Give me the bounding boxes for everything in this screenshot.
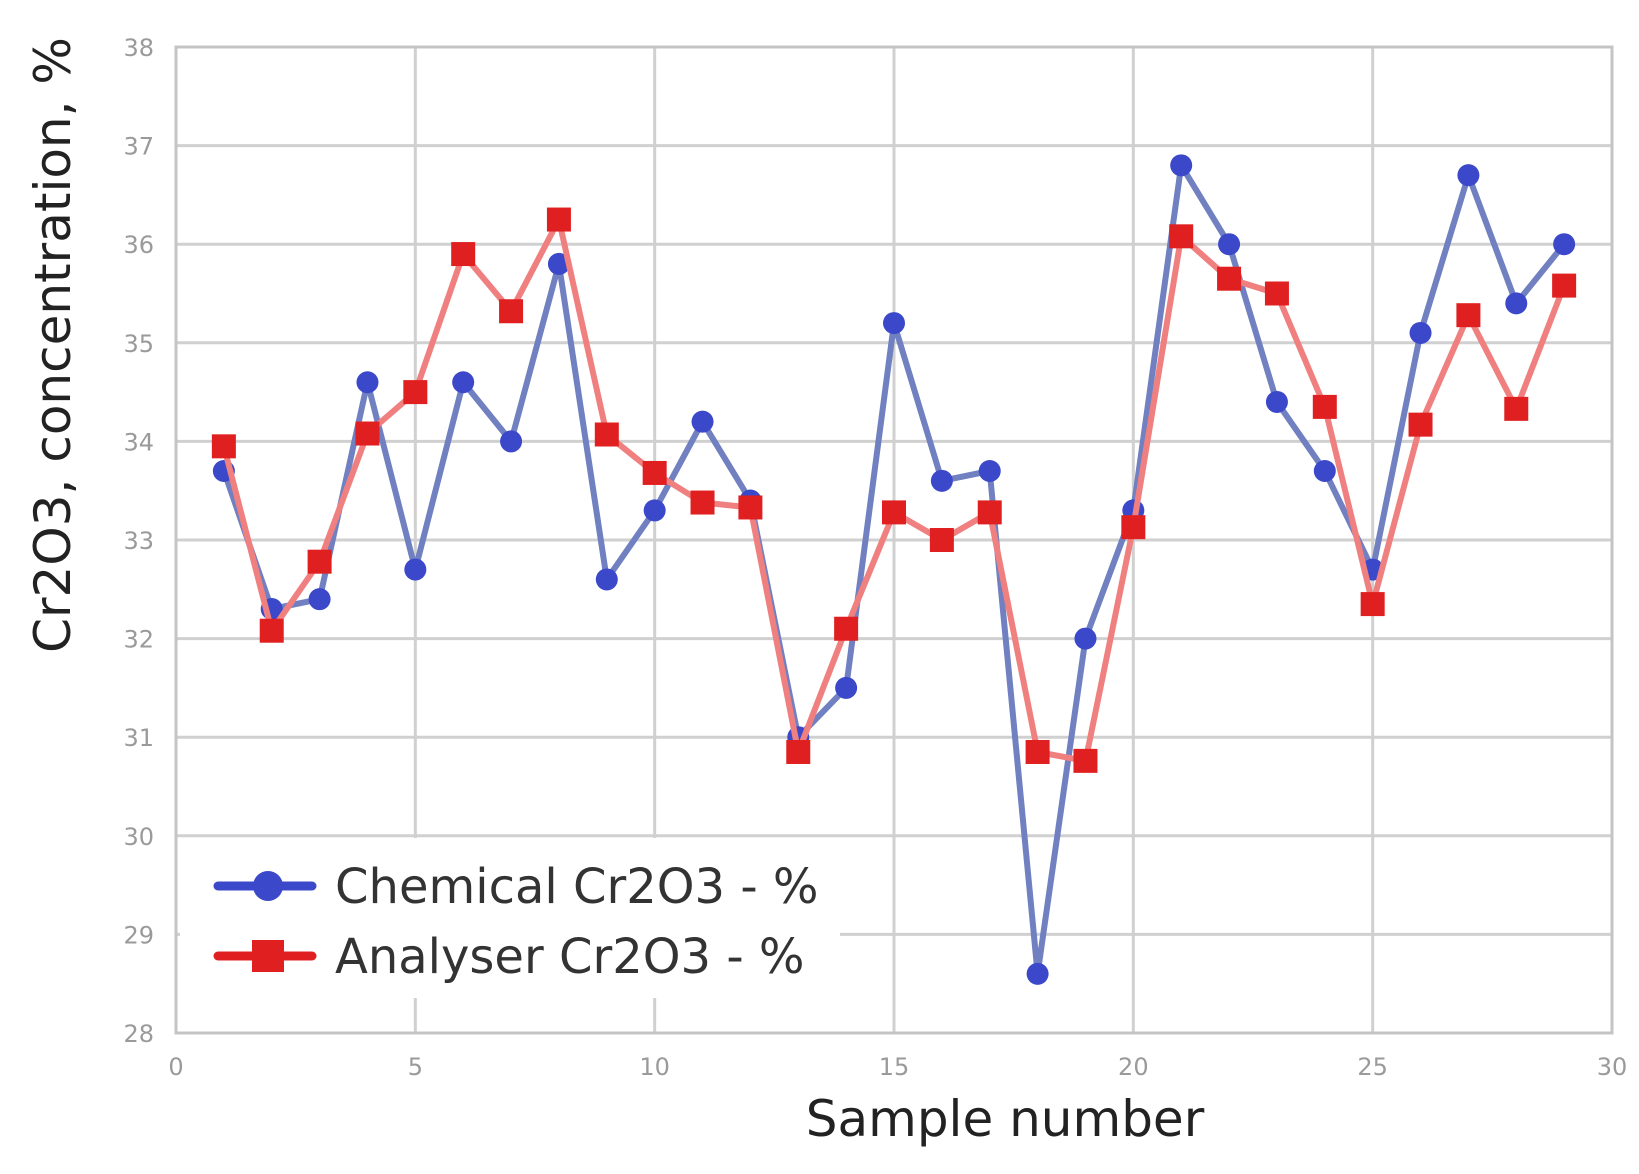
- legend: Chemical Cr2O3 - % Analyser Cr2O3 - %: [180, 838, 840, 998]
- y-axis-title: Cr2O3, concentration, %: [24, 37, 82, 653]
- data-point-chemical: [1505, 292, 1528, 315]
- data-point-chemical: [835, 676, 858, 699]
- legend-label-chemical: Chemical Cr2O3 - %: [335, 859, 819, 915]
- x-tick-label: 30: [1597, 1053, 1628, 1081]
- y-tick-label: 33: [123, 527, 154, 555]
- data-point-analyser: [546, 207, 571, 232]
- data-point-analyser: [1073, 748, 1098, 773]
- legend-marker-analyser: [252, 940, 284, 972]
- data-point-chemical: [1074, 627, 1097, 650]
- data-point-analyser: [1408, 412, 1433, 437]
- data-point-chemical: [1265, 390, 1288, 413]
- y-tick-label: 30: [123, 823, 154, 851]
- data-point-chemical: [1170, 154, 1193, 177]
- data-point-analyser: [1456, 303, 1481, 328]
- data-point-analyser: [307, 549, 332, 574]
- y-tick-label: 32: [123, 626, 154, 654]
- plot-frame: [174, 45, 1614, 1035]
- data-point-chemical: [1553, 233, 1576, 256]
- data-point-analyser: [1264, 281, 1289, 306]
- series: [211, 154, 1577, 985]
- x-tick-label: 0: [168, 1053, 183, 1081]
- y-tick-label: 38: [123, 34, 154, 62]
- data-point-analyser: [451, 242, 476, 267]
- data-point-analyser: [259, 618, 284, 643]
- data-point-chemical: [404, 558, 427, 581]
- data-point-analyser: [834, 616, 859, 641]
- data-point-analyser: [594, 422, 619, 447]
- x-tick-label: 15: [879, 1053, 910, 1081]
- data-point-chemical: [308, 588, 331, 611]
- data-point-analyser: [1504, 396, 1529, 421]
- y-tick-label: 31: [123, 724, 154, 752]
- data-point-analyser: [642, 460, 667, 485]
- data-point-analyser: [690, 490, 715, 515]
- legend-background: [180, 838, 840, 998]
- data-point-chemical: [452, 371, 475, 394]
- data-point-analyser: [929, 528, 954, 552]
- data-point-chemical: [1409, 321, 1432, 344]
- legend-label-analyser: Analyser Cr2O3 - %: [335, 929, 805, 985]
- data-point-analyser: [499, 299, 524, 324]
- data-point-analyser: [1360, 592, 1385, 617]
- y-axis-ticks: 28 29 30 31 32 33 34 35 36 37 38: [123, 34, 154, 1048]
- data-point-chemical: [1313, 459, 1336, 482]
- y-tick-label: 37: [123, 133, 154, 161]
- data-point-analyser: [738, 495, 763, 520]
- data-point-analyser: [786, 739, 811, 764]
- data-point-analyser: [1312, 394, 1337, 419]
- data-point-analyser: [1025, 739, 1050, 764]
- legend-item-chemical: Chemical Cr2O3 - %: [213, 859, 819, 915]
- data-point-analyser: [1169, 224, 1194, 249]
- x-axis-title: Sample number: [806, 1090, 1205, 1148]
- x-tick-label: 10: [639, 1053, 670, 1081]
- data-point-chemical: [356, 371, 379, 394]
- y-tick-label: 34: [123, 428, 154, 456]
- legend-item-analyser: Analyser Cr2O3 - %: [213, 929, 805, 985]
- data-point-chemical: [1026, 962, 1049, 985]
- y-tick-label: 29: [123, 921, 154, 949]
- data-point-chemical: [547, 252, 570, 275]
- data-point-chemical: [500, 430, 523, 453]
- data-point-chemical: [643, 499, 666, 522]
- data-point-chemical: [930, 469, 953, 492]
- data-point-chemical: [595, 568, 618, 591]
- y-tick-label: 36: [123, 231, 154, 259]
- data-point-analyser: [1217, 266, 1242, 291]
- data-point-chemical: [1218, 233, 1241, 256]
- data-point-analyser: [1552, 273, 1577, 298]
- data-point-analyser: [882, 500, 906, 525]
- data-point-analyser: [977, 500, 1002, 525]
- series-analyser: [211, 207, 1577, 773]
- y-tick-label: 35: [123, 330, 154, 358]
- legend-marker-chemical: [253, 871, 283, 901]
- x-axis-ticks: 0 5 10 15 20 25 30: [168, 1053, 1627, 1081]
- x-tick-label: 5: [408, 1053, 423, 1081]
- data-point-analyser: [355, 421, 380, 446]
- x-tick-label: 25: [1357, 1053, 1388, 1081]
- data-point-chemical: [691, 410, 714, 433]
- data-point-analyser: [403, 380, 428, 405]
- data-point-chemical: [978, 459, 1001, 482]
- data-point-chemical: [883, 312, 905, 335]
- y-tick-label: 28: [123, 1020, 154, 1048]
- data-point-analyser: [211, 434, 236, 459]
- data-point-chemical: [1457, 164, 1480, 187]
- x-tick-label: 20: [1118, 1053, 1149, 1081]
- data-point-analyser: [1121, 515, 1146, 540]
